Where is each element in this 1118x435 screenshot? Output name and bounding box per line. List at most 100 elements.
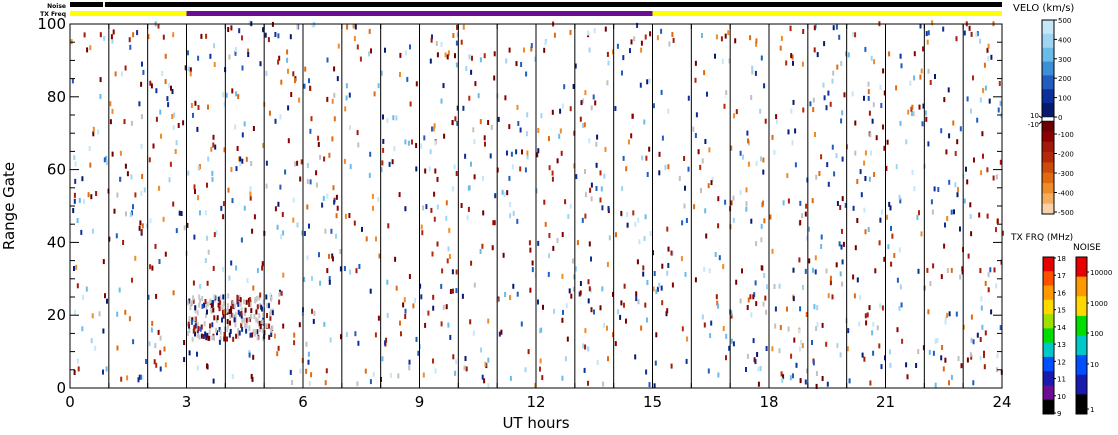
data-point	[241, 326, 244, 332]
data-point	[929, 281, 932, 287]
data-point	[997, 107, 1000, 113]
data-point	[236, 146, 239, 151]
data-point	[870, 150, 873, 156]
data-point	[801, 213, 804, 219]
data-point	[812, 97, 815, 103]
data-point	[899, 284, 902, 290]
data-point	[404, 314, 407, 319]
data-point	[987, 272, 990, 278]
data-point	[717, 372, 720, 378]
data-point	[869, 380, 872, 386]
data-point	[872, 321, 875, 327]
data-point	[583, 367, 586, 373]
data-point	[733, 113, 736, 119]
data-point	[649, 31, 652, 37]
data-point	[771, 346, 774, 352]
data-point	[206, 363, 208, 369]
data-point	[349, 269, 352, 275]
data-point	[975, 32, 978, 38]
data-point	[239, 297, 242, 303]
data-point	[764, 118, 767, 124]
data-point	[266, 313, 268, 318]
data-point	[520, 62, 523, 67]
data-point	[326, 268, 329, 274]
data-point	[164, 362, 167, 368]
velocity-tick-label: 300	[1058, 56, 1071, 64]
data-point	[228, 54, 231, 60]
data-point	[280, 234, 283, 240]
data-point	[98, 311, 101, 317]
data-point	[243, 317, 246, 323]
data-point	[607, 206, 610, 211]
data-point	[119, 150, 122, 156]
data-point	[440, 41, 443, 47]
data-point	[300, 159, 303, 165]
data-point	[434, 168, 437, 174]
data-point	[794, 162, 797, 168]
velocity-color-cell	[1042, 121, 1054, 132]
data-point	[918, 210, 920, 216]
data-point	[564, 199, 567, 205]
data-point	[243, 311, 246, 317]
data-point	[455, 269, 458, 275]
data-point	[216, 317, 218, 323]
data-point	[859, 169, 862, 175]
data-point	[574, 63, 577, 69]
data-point	[76, 218, 79, 223]
data-point	[449, 289, 452, 294]
data-point	[487, 318, 490, 324]
velocity-color-cell	[1042, 203, 1054, 215]
data-point	[197, 105, 200, 110]
data-point	[802, 29, 805, 34]
data-point	[211, 335, 214, 341]
data-point	[648, 78, 651, 84]
data-point	[813, 304, 816, 310]
data-point	[211, 322, 214, 328]
data-point	[956, 192, 959, 198]
data-point	[237, 328, 240, 334]
data-point	[274, 206, 277, 212]
data-point	[292, 71, 295, 77]
data-point	[944, 319, 947, 325]
data-point	[648, 382, 651, 388]
data-point	[357, 142, 360, 148]
data-point	[868, 110, 871, 116]
data-point	[966, 96, 969, 102]
data-point	[509, 295, 512, 301]
data-point	[395, 285, 398, 291]
data-point	[114, 71, 117, 77]
data-point	[961, 266, 964, 272]
data-point	[425, 204, 428, 210]
data-point	[430, 207, 433, 213]
data-point	[258, 313, 261, 319]
data-point	[921, 121, 924, 127]
data-point	[252, 285, 255, 291]
data-point	[202, 334, 205, 339]
data-point	[799, 200, 802, 206]
data-point	[622, 55, 625, 61]
velocity-color-cell	[1042, 131, 1054, 143]
noise-color-cell	[1076, 296, 1087, 317]
data-point	[479, 249, 482, 254]
data-point	[604, 26, 607, 32]
data-point	[697, 149, 700, 155]
data-point	[172, 32, 175, 38]
data-point	[568, 288, 571, 294]
data-point	[735, 109, 738, 115]
data-point	[587, 279, 590, 285]
data-point	[920, 231, 923, 237]
data-point	[603, 322, 606, 328]
txfreq-bar-label: TX Freq	[40, 11, 66, 18]
data-point	[569, 203, 572, 209]
data-point	[473, 174, 476, 180]
data-point	[447, 50, 450, 56]
data-point	[825, 341, 828, 347]
data-point	[820, 244, 823, 249]
data-point	[215, 229, 218, 235]
data-point	[798, 328, 801, 334]
data-point	[228, 332, 231, 338]
data-point	[703, 266, 706, 272]
status-segment	[186, 11, 653, 16]
data-point	[602, 381, 605, 387]
data-point	[192, 328, 195, 334]
